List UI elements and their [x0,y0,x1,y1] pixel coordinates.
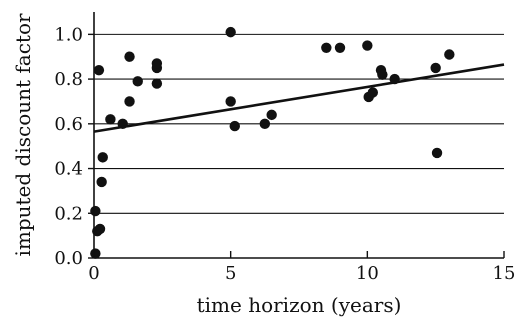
y-tick-label: 0.2 [54,203,83,224]
data-point [362,40,373,51]
data-points [90,26,455,259]
x-axis-ticks: 0 5 10 15 [88,251,515,284]
data-point [430,62,441,74]
data-point [259,118,271,130]
data-point [225,26,236,38]
data-point [117,118,128,130]
data-point [132,76,143,87]
data-point [367,87,378,98]
data-point [93,64,105,76]
data-point [124,96,135,107]
data-point [96,176,107,188]
data-point [151,78,163,89]
y-tick-label: 1.0 [54,24,83,45]
data-point [90,248,101,259]
data-point [124,51,135,62]
y-axis-label: imputed discount factor [11,13,35,257]
y-axis-ticks: 0.0 0.2 0.4 0.6 0.8 1.0 [54,24,94,269]
data-point [97,152,108,163]
data-point [94,223,106,235]
x-tick-label: 5 [225,263,236,284]
y-tick-label: 0.6 [54,114,83,135]
data-point [334,42,346,53]
x-tick-label: 0 [88,263,99,284]
data-point [389,73,400,85]
data-point [90,205,101,217]
y-tick-label: 0.4 [54,159,83,180]
data-point [431,147,443,159]
y-tick-label: 0.0 [54,248,83,269]
data-point [225,96,236,107]
y-tick-label: 0.8 [54,69,83,90]
trend-line-group [93,63,505,133]
data-point [321,42,332,53]
data-point [266,109,277,121]
x-tick-label: 10 [356,263,379,284]
trend-line [93,63,505,133]
data-point [105,114,116,125]
data-point [444,49,455,60]
data-point [151,58,163,69]
grid-lines [94,33,504,214]
data-point [229,120,240,132]
data-point [377,69,388,80]
x-tick-label: 15 [493,263,515,284]
x-axis-label: time horizon (years) [197,293,402,317]
